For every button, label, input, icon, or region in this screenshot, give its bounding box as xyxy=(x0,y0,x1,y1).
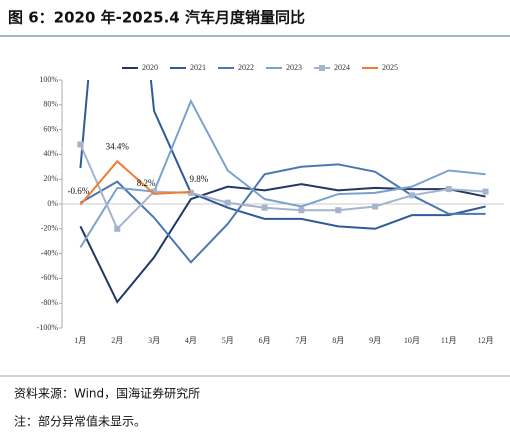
note: 注：部分异常值未显示。 xyxy=(14,414,146,429)
x-tick-label: 4月 xyxy=(185,336,197,345)
y-tick-label: 100% xyxy=(39,75,58,84)
legend-marker xyxy=(319,65,325,71)
x-tick-label: 2月 xyxy=(111,336,123,345)
point-marker xyxy=(261,204,268,211)
y-tick-label: 40% xyxy=(43,149,58,158)
plot-area xyxy=(77,80,489,304)
source: 资料来源：Wind，国海证券研究所 xyxy=(14,386,200,401)
y-tick-label: 60% xyxy=(43,124,58,133)
data-label: 34.4% xyxy=(106,141,130,151)
point-marker xyxy=(408,192,415,199)
series-line xyxy=(79,98,486,248)
point-marker xyxy=(224,199,231,206)
point-marker xyxy=(372,203,379,210)
data-label: -0.6% xyxy=(68,186,90,196)
x-tick-label: 8月 xyxy=(332,336,344,345)
y-tick-label: -40% xyxy=(41,248,59,257)
x-tick-label: 10月 xyxy=(404,336,420,345)
point-marker xyxy=(482,188,489,195)
y-tick-label: -60% xyxy=(41,273,59,282)
y-tick-label: 0% xyxy=(47,199,58,208)
point-marker xyxy=(77,141,84,148)
x-tick-label: 5月 xyxy=(222,336,234,345)
point-marker xyxy=(151,188,158,195)
x-tick-label: 12月 xyxy=(478,336,494,345)
point-marker xyxy=(445,186,452,193)
legend-label: 2024 xyxy=(334,63,350,72)
x-tick-label: 1月 xyxy=(74,336,86,345)
figure-title: 图 6：2020 年-2025.4 汽车月度销量同比 xyxy=(8,9,305,27)
legend-label: 2023 xyxy=(286,63,302,72)
x-tick-label: 7月 xyxy=(295,336,307,345)
legend-label: 2021 xyxy=(190,63,206,72)
y-tick-label: -80% xyxy=(41,298,59,307)
y-tick-label: 20% xyxy=(43,174,58,183)
legend-label: 2020 xyxy=(142,63,158,72)
series-line xyxy=(79,144,486,231)
y-tick-label: 80% xyxy=(43,100,58,109)
data-label: 8.2% xyxy=(137,178,156,188)
data-label: 9.8% xyxy=(190,174,209,184)
point-marker xyxy=(335,207,342,214)
x-tick-label: 9月 xyxy=(369,336,381,345)
legend-label: 2022 xyxy=(238,63,254,72)
series-line xyxy=(79,183,486,304)
point-marker xyxy=(298,207,305,214)
series-line xyxy=(79,159,191,206)
x-tick-label: 11月 xyxy=(441,336,457,345)
series-line xyxy=(79,163,486,264)
legend-label: 2025 xyxy=(382,63,398,72)
series-line xyxy=(79,80,486,230)
point-marker xyxy=(114,225,121,232)
x-tick-label: 3月 xyxy=(148,336,160,345)
x-tick-label: 6月 xyxy=(259,336,271,345)
y-tick-label: -100% xyxy=(37,323,59,332)
y-tick-label: -20% xyxy=(41,224,59,233)
